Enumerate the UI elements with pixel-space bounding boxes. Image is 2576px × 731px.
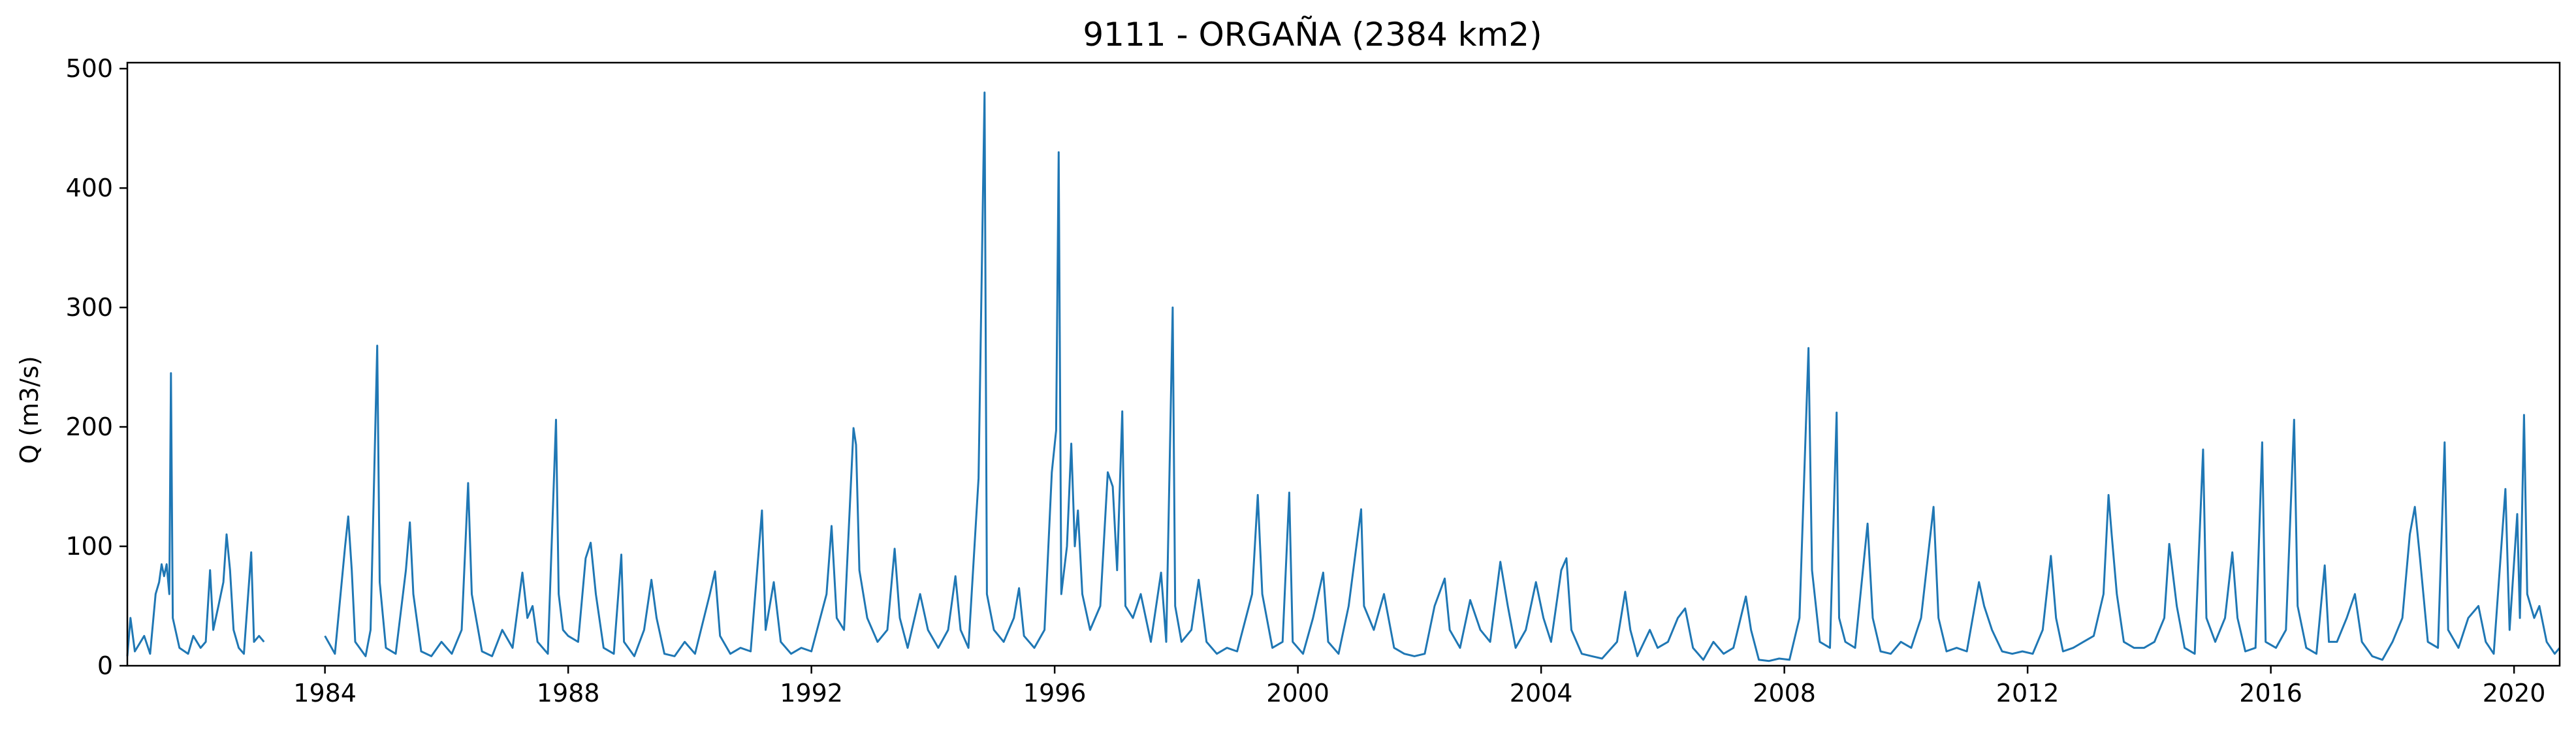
x-axis: 1984 1988 1992 1996 2000 2004 2008 2012 2016 2020	[293, 666, 2545, 708]
y-axis-label: Q (m3/s)	[15, 356, 44, 463]
y-tick-label-500: 500	[65, 54, 113, 83]
y-tick-label-100: 100	[65, 532, 113, 561]
y-tick-label-0: 0	[97, 651, 113, 680]
series-line-segment-1	[126, 372, 265, 657]
x-tick-label-2000: 2000	[1266, 679, 1329, 708]
x-tick-label-1984: 1984	[293, 679, 357, 708]
y-tick-label-300: 300	[65, 293, 113, 322]
y-axis: 0 100 200 300 400 500	[65, 54, 127, 680]
x-tick-label-2012: 2012	[1996, 679, 2059, 708]
x-tick-label-1988: 1988	[537, 679, 600, 708]
x-tick-label-1996: 1996	[1023, 679, 1087, 708]
series-group	[126, 91, 2561, 662]
plot-area: 1984 1988 1992 1996 2000 2004 2008 2012 2016 2020…	[65, 54, 2561, 708]
y-tick-label-400: 400	[65, 174, 113, 202]
x-tick-label-2004: 2004	[1510, 679, 1573, 708]
x-tick-label-1992: 1992	[780, 679, 843, 708]
series-line-segment-2	[324, 91, 2561, 662]
plot-frame	[126, 61, 2561, 667]
x-tick-label-2020: 2020	[2483, 679, 2546, 708]
x-tick-label-2016: 2016	[2239, 679, 2302, 708]
y-tick-label-200: 200	[65, 412, 113, 441]
x-tick-label-2008: 2008	[1753, 679, 1816, 708]
chart-title: 9111 - ORGAÑA (2384 km2)	[1083, 16, 1542, 54]
